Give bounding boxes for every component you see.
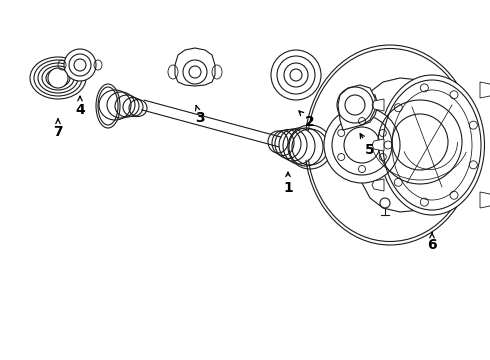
- Polygon shape: [372, 99, 384, 111]
- Polygon shape: [175, 48, 215, 86]
- Circle shape: [271, 50, 321, 100]
- Polygon shape: [372, 179, 384, 191]
- Text: 1: 1: [283, 172, 293, 195]
- Polygon shape: [352, 92, 378, 125]
- Circle shape: [324, 107, 400, 183]
- Text: 3: 3: [195, 105, 205, 125]
- Ellipse shape: [379, 75, 485, 215]
- Circle shape: [48, 68, 68, 88]
- Polygon shape: [480, 82, 490, 98]
- Polygon shape: [362, 78, 462, 212]
- Text: 5: 5: [360, 134, 375, 157]
- Polygon shape: [372, 139, 384, 151]
- Text: 2: 2: [299, 111, 315, 129]
- Text: 6: 6: [427, 233, 437, 252]
- Text: 7: 7: [53, 119, 63, 139]
- Polygon shape: [338, 85, 375, 130]
- Text: 4: 4: [75, 96, 85, 117]
- Circle shape: [64, 49, 96, 81]
- Polygon shape: [480, 192, 490, 208]
